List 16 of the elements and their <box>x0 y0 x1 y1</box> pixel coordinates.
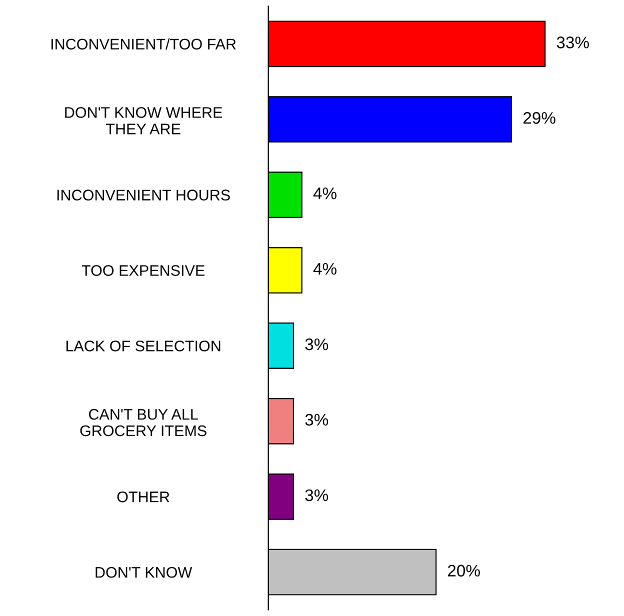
y-tick-label: INCONVENIENT/TOO FAR <box>51 38 236 50</box>
y-tick-label: DON'T KNOW <box>96 566 192 578</box>
data-label: 4% <box>313 188 336 200</box>
y-tick-label: CAN'T BUY ALL GROCERY ITEMS <box>80 408 206 436</box>
data-label: 4% <box>313 263 336 275</box>
data-label: 29% <box>523 112 556 124</box>
data-label: 3% <box>305 338 328 350</box>
y-tick-label: TOO EXPENSIVE <box>82 265 205 276</box>
data-label: 33% <box>556 36 589 48</box>
data-label: 20% <box>448 564 480 577</box>
y-tick-label: INCONVENIENT HOURS <box>57 190 230 200</box>
data-label: 3% <box>305 489 328 502</box>
y-tick-label: OTHER <box>117 492 170 502</box>
y-tick-label: DON'T KNOW WHERE THEY ARE <box>65 107 222 134</box>
data-label: 3% <box>305 414 328 426</box>
y-tick-label: LACK OF SELECTION <box>66 340 220 352</box>
